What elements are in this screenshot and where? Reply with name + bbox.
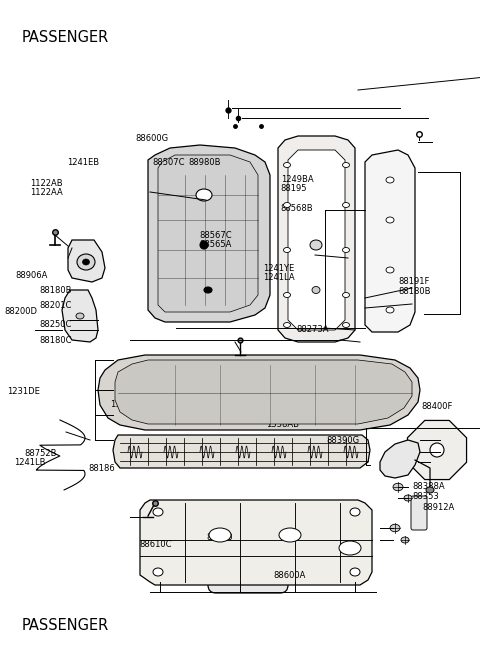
Text: 88195: 88195 (281, 184, 307, 193)
Text: 88353: 88353 (413, 492, 440, 501)
Polygon shape (288, 150, 345, 330)
Polygon shape (68, 240, 105, 282)
Ellipse shape (350, 568, 360, 576)
Text: 88912A: 88912A (422, 503, 455, 512)
Text: 88610: 88610 (206, 533, 233, 542)
Ellipse shape (430, 443, 444, 457)
Text: 1125KH: 1125KH (110, 400, 143, 409)
Polygon shape (380, 440, 420, 478)
Ellipse shape (390, 524, 400, 532)
Ellipse shape (204, 287, 212, 293)
Ellipse shape (76, 313, 84, 319)
Polygon shape (408, 421, 467, 479)
Text: PASSENGER: PASSENGER (22, 30, 109, 45)
Ellipse shape (426, 487, 434, 493)
Text: 88980B: 88980B (189, 158, 221, 167)
Ellipse shape (310, 240, 322, 250)
Polygon shape (158, 155, 258, 312)
Text: 1241EB: 1241EB (67, 158, 99, 167)
Polygon shape (62, 290, 98, 342)
Text: 88195: 88195 (326, 400, 353, 409)
Ellipse shape (284, 293, 290, 297)
Text: 1122AA: 1122AA (30, 188, 62, 197)
Text: 88186: 88186 (89, 464, 116, 473)
Ellipse shape (284, 248, 290, 252)
Text: 1122AB: 1122AB (30, 179, 62, 188)
Ellipse shape (386, 267, 394, 273)
Text: 88565A: 88565A (199, 240, 231, 250)
Ellipse shape (153, 508, 163, 516)
Ellipse shape (284, 202, 290, 208)
Text: 1241LA: 1241LA (263, 273, 295, 282)
Text: 88191F: 88191F (398, 277, 430, 286)
Text: 88567C: 88567C (199, 231, 232, 240)
Text: 88390G: 88390G (326, 436, 360, 445)
Ellipse shape (153, 568, 163, 576)
Text: 1241YE: 1241YE (263, 264, 294, 273)
Text: 88401C: 88401C (326, 412, 359, 421)
Text: 1249BA: 1249BA (281, 175, 313, 184)
Ellipse shape (386, 307, 394, 313)
Text: 88752B: 88752B (24, 449, 57, 458)
Ellipse shape (196, 189, 212, 201)
Ellipse shape (386, 177, 394, 183)
Text: 88180B: 88180B (398, 287, 431, 296)
Ellipse shape (279, 528, 301, 542)
Ellipse shape (404, 495, 412, 501)
Text: 88180B: 88180B (39, 286, 72, 295)
Text: 88610C: 88610C (139, 540, 172, 550)
Polygon shape (365, 150, 415, 332)
Text: 88400F: 88400F (421, 402, 453, 411)
Text: 88201C: 88201C (39, 301, 72, 310)
Ellipse shape (393, 483, 403, 491)
Ellipse shape (350, 508, 360, 516)
Ellipse shape (343, 293, 349, 297)
Text: 88600G: 88600G (136, 134, 169, 143)
Ellipse shape (312, 286, 320, 293)
Ellipse shape (386, 217, 394, 223)
Ellipse shape (77, 254, 95, 270)
Text: 88380C: 88380C (286, 365, 318, 374)
FancyBboxPatch shape (254, 523, 268, 549)
Text: 88568B: 88568B (281, 204, 313, 213)
Polygon shape (115, 360, 412, 424)
Text: 88350C: 88350C (276, 377, 309, 386)
Text: 88250C: 88250C (39, 320, 72, 329)
Polygon shape (278, 136, 355, 342)
Ellipse shape (343, 202, 349, 208)
Text: 88507C: 88507C (153, 158, 185, 167)
Text: PASSENGER: PASSENGER (22, 618, 109, 633)
Ellipse shape (339, 541, 361, 555)
Polygon shape (148, 145, 270, 322)
Ellipse shape (401, 537, 409, 543)
Polygon shape (140, 500, 372, 585)
Ellipse shape (343, 248, 349, 252)
Text: 88273A: 88273A (297, 325, 329, 334)
Polygon shape (98, 355, 420, 430)
Polygon shape (113, 435, 370, 468)
Ellipse shape (209, 528, 231, 542)
Ellipse shape (343, 322, 349, 328)
Ellipse shape (284, 322, 290, 328)
Ellipse shape (200, 241, 208, 249)
FancyBboxPatch shape (228, 523, 242, 549)
Text: 1231DE: 1231DE (7, 387, 40, 396)
Text: 1241LB: 1241LB (14, 458, 46, 467)
Ellipse shape (83, 259, 89, 265)
FancyBboxPatch shape (411, 496, 427, 530)
Ellipse shape (284, 162, 290, 168)
Text: 88180C: 88180C (39, 336, 72, 345)
Text: 1338AB: 1338AB (266, 420, 300, 429)
Text: 88600A: 88600A (274, 571, 306, 580)
Text: 88906A: 88906A (15, 271, 48, 280)
Text: 88388A: 88388A (413, 481, 445, 491)
Text: 88200D: 88200D (5, 307, 38, 316)
FancyBboxPatch shape (208, 539, 288, 593)
Ellipse shape (343, 162, 349, 168)
Text: 1140AB: 1140AB (326, 391, 359, 400)
